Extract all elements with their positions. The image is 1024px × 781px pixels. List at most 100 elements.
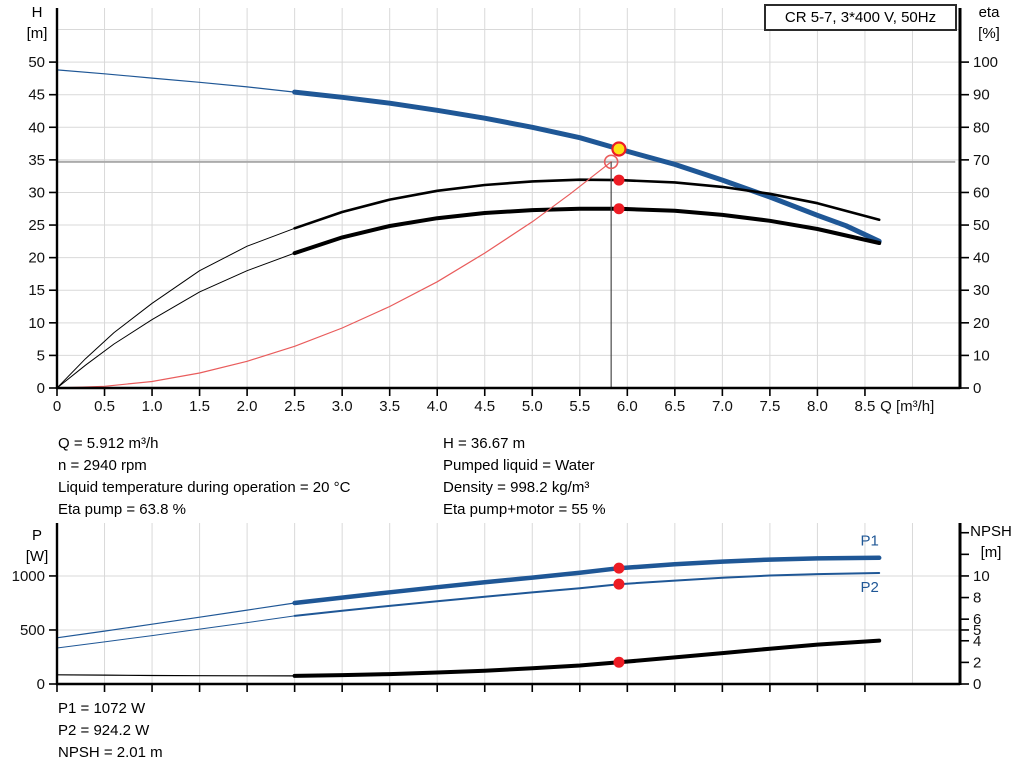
svg-text:4.5: 4.5 xyxy=(474,398,495,415)
svg-text:7.5: 7.5 xyxy=(759,398,780,415)
duty-temp-text: Liquid temperature during operation = 20… xyxy=(58,479,351,496)
svg-text:60: 60 xyxy=(973,184,990,201)
duty-liquid-text: Pumped liquid = Water xyxy=(443,457,595,474)
eta-pump-motor-thin xyxy=(56,252,296,389)
pump-curve xyxy=(292,89,882,244)
svg-text:70: 70 xyxy=(973,152,990,169)
p-axis-title: P [W] xyxy=(16,525,58,567)
npsh-axis-title-symbol: NPSH xyxy=(970,523,1012,540)
curve-label-P1: P1 xyxy=(861,532,879,549)
npsh-thin xyxy=(56,674,296,677)
svg-text:8: 8 xyxy=(973,590,981,607)
power-npsh-chart[interactable]: 0 500 1000 0 2 456 8 10 P1 P2 xyxy=(0,428,1024,700)
npsh xyxy=(292,638,882,678)
eta-axis-title-symbol: eta xyxy=(978,4,1000,21)
duty-density-text: Density = 998.2 kg/m³ xyxy=(443,479,590,496)
svg-text:30: 30 xyxy=(28,184,45,201)
svg-text:40: 40 xyxy=(973,250,990,267)
svg-text:6.5: 6.5 xyxy=(664,398,685,415)
svg-text:0: 0 xyxy=(973,380,981,397)
svg-text:45: 45 xyxy=(28,87,45,104)
duty-eta-pump-text: Eta pump = 63.8 % xyxy=(58,501,186,518)
requested-duty-point-marker[interactable] xyxy=(603,154,619,170)
svg-text:0: 0 xyxy=(53,398,61,415)
svg-text:80: 80 xyxy=(973,119,990,136)
svg-text:8.0: 8.0 xyxy=(807,398,828,415)
eta-axis-title-unit: [%] xyxy=(978,25,1000,42)
h-axis-title-unit: [m] xyxy=(26,25,48,42)
p1-thin xyxy=(56,602,296,639)
svg-text:90: 90 xyxy=(973,87,990,104)
svg-text:15: 15 xyxy=(28,282,45,299)
svg-text:5: 5 xyxy=(973,622,981,639)
svg-text:7.0: 7.0 xyxy=(712,398,733,415)
eta-pump xyxy=(293,178,881,230)
eta-pump-motor xyxy=(292,206,882,256)
svg-text:1.0: 1.0 xyxy=(142,398,163,415)
svg-text:40: 40 xyxy=(28,119,45,136)
pump-designation-box: CR 5-7, 3*400 V, 50Hz xyxy=(764,4,957,31)
svg-text:5: 5 xyxy=(37,347,45,364)
svg-text:10: 10 xyxy=(28,315,45,332)
p1 xyxy=(292,555,882,606)
eta-pump-thin xyxy=(56,227,296,389)
svg-text:10: 10 xyxy=(973,347,990,364)
duty-eta-pm-text: Eta pump+motor = 55 % xyxy=(443,501,606,518)
svg-text:3.5: 3.5 xyxy=(379,398,400,415)
svg-text:5.5: 5.5 xyxy=(569,398,590,415)
svg-text:2.0: 2.0 xyxy=(237,398,258,415)
duty-npsh-text: NPSH = 2.01 m xyxy=(58,744,163,761)
svg-text:1.5: 1.5 xyxy=(189,398,210,415)
p-axis-title-unit: [W] xyxy=(25,548,49,565)
svg-text:8.5: 8.5 xyxy=(855,398,876,415)
duty-info-left: Q = 5.912 m³/h n = 2940 rpm Liquid tempe… xyxy=(58,433,350,521)
svg-text:6: 6 xyxy=(973,611,981,628)
svg-text:100: 100 xyxy=(973,54,998,71)
duty-p2-text: P2 = 924.2 W xyxy=(58,722,150,739)
qh-eta-chart[interactable]: 0 0.5 1.0 1.5 2.0 2.5 3.0 3.5 4.0 4.5 5.0 5.5 6.0 6.5… xyxy=(0,0,1024,428)
svg-text:2: 2 xyxy=(973,654,981,671)
svg-text:0.5: 0.5 xyxy=(94,398,115,415)
duty-h-text: H = 36.67 m xyxy=(443,435,526,452)
svg-text:0: 0 xyxy=(37,380,45,397)
svg-text:25: 25 xyxy=(28,217,45,234)
svg-text:0: 0 xyxy=(37,676,45,693)
h-axis-title: H [m] xyxy=(16,2,58,44)
svg-text:3.0: 3.0 xyxy=(332,398,353,415)
curve-label-P2: P2 xyxy=(861,579,879,596)
curve-value-marker[interactable] xyxy=(613,578,625,590)
svg-text:50: 50 xyxy=(28,54,45,71)
duty-p1-text: P1 = 1072 W xyxy=(58,700,146,717)
svg-text:500: 500 xyxy=(20,622,45,639)
duty-q-text: Q = 5.912 m³/h xyxy=(58,435,159,452)
svg-text:1000: 1000 xyxy=(12,568,45,585)
npsh-axis-title: NPSH [m] xyxy=(960,521,1022,563)
svg-text:20: 20 xyxy=(28,250,45,267)
duty-point-marker[interactable] xyxy=(611,141,627,157)
system-curve xyxy=(56,161,612,389)
svg-text:20: 20 xyxy=(973,315,990,332)
npsh-axis-title-unit: [m] xyxy=(980,544,1002,561)
curve-value-marker[interactable] xyxy=(613,203,625,215)
duty-info-right: H = 36.67 m Pumped liquid = Water Densit… xyxy=(443,433,606,521)
svg-text:0: 0 xyxy=(973,676,981,693)
duty-n-text: n = 2940 rpm xyxy=(58,457,147,474)
svg-text:35: 35 xyxy=(28,152,45,169)
curve-value-marker[interactable] xyxy=(613,656,625,668)
curve-value-marker[interactable] xyxy=(613,562,625,574)
svg-text:4.0: 4.0 xyxy=(427,398,448,415)
curve-value-marker[interactable] xyxy=(613,174,625,186)
pump-curve-thin xyxy=(56,69,296,93)
h-axis-title-symbol: H xyxy=(31,4,43,21)
svg-text:6.0: 6.0 xyxy=(617,398,638,415)
svg-text:5.0: 5.0 xyxy=(522,398,543,415)
eta-axis-title: eta [%] xyxy=(966,2,1012,44)
svg-text:30: 30 xyxy=(973,282,990,299)
svg-text:2.5: 2.5 xyxy=(284,398,305,415)
p2-thin xyxy=(56,615,296,649)
svg-text:10: 10 xyxy=(973,568,990,585)
duty-info-bottom: P1 = 1072 W P2 = 924.2 W NPSH = 2.01 m xyxy=(58,698,163,764)
svg-text:Q [m³/h]: Q [m³/h] xyxy=(880,398,934,415)
svg-text:50: 50 xyxy=(973,217,990,234)
svg-text:4: 4 xyxy=(973,633,981,650)
